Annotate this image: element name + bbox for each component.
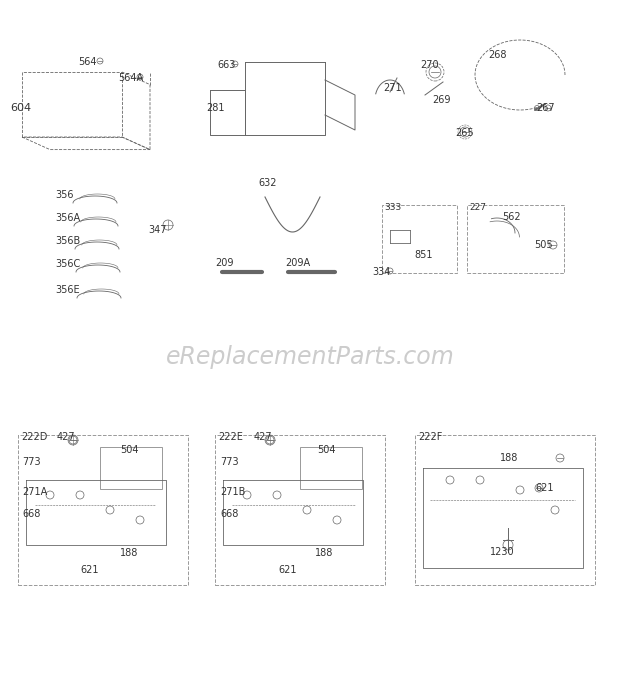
Text: 271B: 271B xyxy=(220,487,246,497)
Text: 504: 504 xyxy=(120,445,138,455)
Text: 668: 668 xyxy=(22,509,40,519)
Text: 632: 632 xyxy=(258,178,277,188)
Text: 427: 427 xyxy=(254,432,273,442)
Text: 356B: 356B xyxy=(55,236,80,246)
Text: 564A: 564A xyxy=(118,73,143,83)
Text: 851: 851 xyxy=(414,250,433,260)
Text: 267: 267 xyxy=(536,103,555,113)
Text: 773: 773 xyxy=(22,457,41,467)
Text: 209: 209 xyxy=(215,258,234,268)
Text: 1230: 1230 xyxy=(490,547,515,557)
Text: 333: 333 xyxy=(384,202,401,211)
Bar xyxy=(415,435,595,585)
Text: 209A: 209A xyxy=(285,258,310,268)
Text: 270: 270 xyxy=(420,60,438,70)
Text: 562: 562 xyxy=(502,212,521,222)
Text: 269: 269 xyxy=(432,95,451,105)
Bar xyxy=(215,435,385,585)
Text: 564: 564 xyxy=(78,57,97,67)
Text: 668: 668 xyxy=(220,509,238,519)
Text: 427: 427 xyxy=(57,432,76,442)
Text: 347: 347 xyxy=(148,225,167,235)
Bar xyxy=(467,205,564,273)
Bar xyxy=(382,205,457,273)
Text: 356A: 356A xyxy=(55,213,80,223)
Text: 222F: 222F xyxy=(418,432,443,442)
Text: 504: 504 xyxy=(317,445,335,455)
Text: 621: 621 xyxy=(80,565,99,575)
Text: 188: 188 xyxy=(120,548,138,558)
Text: 265: 265 xyxy=(455,128,474,138)
Bar xyxy=(100,447,162,489)
Text: 334: 334 xyxy=(372,267,391,277)
Text: 621: 621 xyxy=(535,483,554,493)
Text: 271A: 271A xyxy=(22,487,47,497)
Text: 271: 271 xyxy=(383,83,402,93)
Text: 621: 621 xyxy=(278,565,296,575)
Text: 773: 773 xyxy=(220,457,239,467)
Bar xyxy=(300,447,362,489)
Text: 356E: 356E xyxy=(55,285,79,295)
Text: 281: 281 xyxy=(206,103,224,113)
Text: 663: 663 xyxy=(217,60,236,70)
Text: 356C: 356C xyxy=(55,259,80,269)
Text: 268: 268 xyxy=(488,50,507,60)
Text: 505: 505 xyxy=(534,240,552,250)
Text: 604: 604 xyxy=(10,103,31,113)
Text: 222D: 222D xyxy=(21,432,47,442)
Text: 188: 188 xyxy=(500,453,518,463)
Text: 227: 227 xyxy=(469,202,486,211)
Text: 356: 356 xyxy=(55,190,74,200)
Text: eReplacementParts.com: eReplacementParts.com xyxy=(166,345,454,369)
Bar xyxy=(18,435,188,585)
Text: 222E: 222E xyxy=(218,432,243,442)
Text: 188: 188 xyxy=(315,548,334,558)
